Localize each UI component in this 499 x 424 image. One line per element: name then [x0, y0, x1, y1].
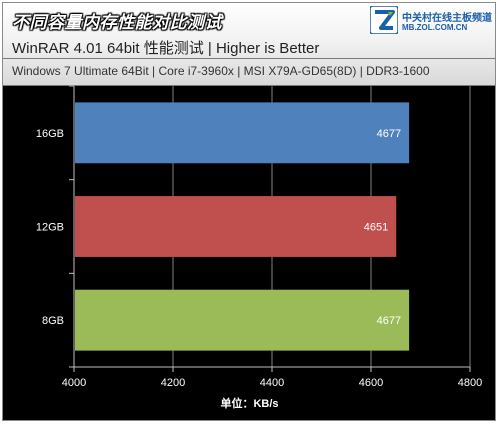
y-category-label: 12GB: [36, 222, 64, 234]
data-label: 4677: [377, 315, 401, 327]
x-tick-label: 4400: [260, 377, 284, 389]
chart-subtitle: WinRAR 4.01 64bit 性能测试 | Higher is Bette…: [12, 40, 320, 57]
x-tick-label: 4600: [359, 377, 383, 389]
data-label: 4651: [364, 222, 388, 234]
test-config-line: Windows 7 Ultimate 64Bit | Core i7-3960x…: [12, 64, 430, 78]
x-axis-label: 单位：KB/s: [220, 398, 279, 410]
logo-text: 中关村在线主板频道: [402, 13, 492, 24]
zol-logo-icon: [370, 6, 398, 34]
axes: 4000 4200 4400 4600 4800 16GB 12GB 8GB: [36, 85, 482, 389]
bar: [75, 289, 410, 351]
bar: [75, 102, 410, 164]
chart-header: [3, 3, 495, 85]
y-category-label: 8GB: [42, 315, 64, 327]
x-tick-label: 4800: [458, 377, 482, 389]
bar: [75, 196, 397, 257]
y-category-label: 16GB: [36, 128, 64, 140]
header-divider: [3, 58, 495, 59]
header-bottom-border: [3, 85, 495, 86]
bars: 4677 4651 4677: [75, 102, 410, 351]
zol-logo: 中关村在线主板频道 MB.ZOL.COM.CN: [370, 6, 494, 36]
data-label: 4677: [377, 128, 401, 140]
chart-title: 不同容量内存性能对比测试: [12, 13, 222, 32]
x-tick-label: 4200: [161, 377, 185, 389]
x-tick-label: 4000: [62, 377, 86, 389]
logo-url: MB.ZOL.COM.CN: [402, 23, 468, 32]
